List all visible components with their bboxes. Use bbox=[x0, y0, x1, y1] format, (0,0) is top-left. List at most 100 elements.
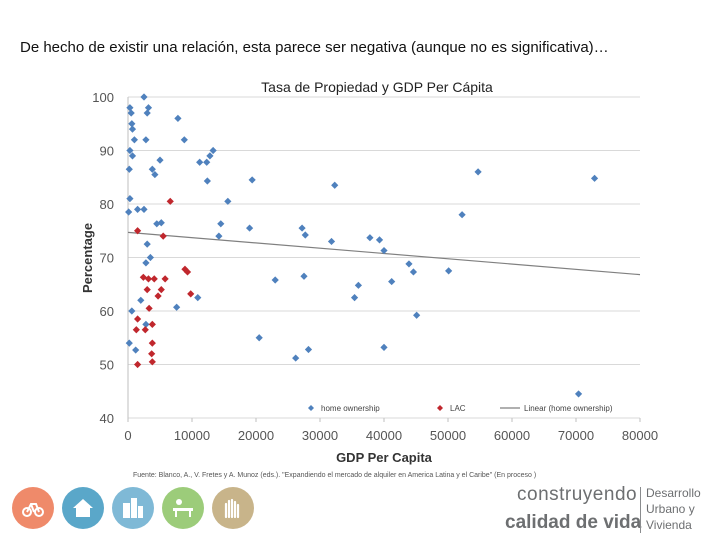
home-ownership-point bbox=[354, 281, 362, 289]
lac-point bbox=[134, 360, 142, 369]
home-ownership-point bbox=[137, 296, 145, 304]
home-ownership-point bbox=[206, 152, 214, 160]
home-ownership-point bbox=[271, 276, 279, 284]
lac-point bbox=[144, 275, 153, 283]
home-ownership-point bbox=[128, 307, 136, 315]
home-ownership-point bbox=[380, 246, 388, 255]
home-ownership-point bbox=[366, 234, 374, 242]
home-ownership-point bbox=[126, 195, 134, 203]
y-tick-label: 80 bbox=[100, 197, 114, 212]
lac-point bbox=[187, 290, 195, 298]
x-axis-label: GDP Per Capita bbox=[336, 450, 433, 465]
home-ownership-point bbox=[125, 208, 133, 216]
home-ownership-point bbox=[128, 120, 136, 128]
lac-point bbox=[148, 339, 156, 347]
lac-point bbox=[161, 275, 169, 283]
lac-point bbox=[183, 268, 192, 276]
x-tick-label: 0 bbox=[124, 428, 131, 443]
lac-point bbox=[157, 286, 165, 294]
home-ownership-point bbox=[215, 232, 223, 240]
source-note: Fuente: Blanco, A., V. Fretes y A. Munoz… bbox=[133, 472, 537, 479]
home-ownership-point bbox=[246, 224, 254, 232]
home-ownership-point bbox=[298, 224, 306, 232]
home-ownership-point bbox=[194, 294, 202, 302]
home-ownership-point bbox=[350, 294, 359, 302]
y-tick-label: 100 bbox=[92, 90, 114, 105]
x-tick-label: 30000 bbox=[302, 428, 338, 443]
brand-line-2: calidad de vida bbox=[505, 512, 642, 533]
brand-division: Desarrollo Urbano y Vivienda bbox=[646, 485, 701, 533]
brand-separator bbox=[640, 487, 641, 533]
brand-division-line-1: Desarrollo bbox=[646, 486, 701, 500]
lac-point bbox=[134, 315, 142, 323]
home-ownership-point bbox=[405, 260, 413, 268]
brand-division-line-3: Vivienda bbox=[646, 518, 692, 532]
home-ownership-point bbox=[143, 240, 151, 248]
x-tick-label: 50000 bbox=[430, 428, 466, 443]
home-ownership-point bbox=[151, 170, 159, 179]
park-bench-icon bbox=[162, 487, 204, 529]
lac-point bbox=[181, 265, 189, 273]
home-ownership-point bbox=[126, 104, 134, 112]
home-ownership-point bbox=[292, 354, 300, 362]
home-ownership-point bbox=[125, 165, 133, 173]
home-ownership-point bbox=[331, 181, 339, 189]
lac-point bbox=[134, 227, 142, 235]
lac-point bbox=[166, 197, 174, 205]
x-tick-label: 10000 bbox=[174, 428, 210, 443]
home-ownership-point bbox=[142, 136, 150, 144]
home-ownership-point bbox=[128, 125, 137, 133]
home-ownership-point bbox=[380, 343, 388, 351]
home-ownership-point bbox=[590, 174, 599, 182]
home-ownership-point bbox=[146, 253, 154, 262]
slide-heading: De hecho de existir una relación, esta p… bbox=[20, 39, 609, 56]
home-ownership-point bbox=[140, 205, 148, 213]
lac-point bbox=[150, 275, 158, 283]
home-ownership-point bbox=[140, 93, 148, 101]
lac-point bbox=[159, 232, 167, 240]
x-tick-label: 40000 bbox=[366, 428, 402, 443]
y-tick-label: 90 bbox=[100, 144, 114, 159]
home-ownership-point bbox=[142, 320, 150, 328]
home-ownership-point bbox=[300, 272, 308, 280]
x-tick-label: 60000 bbox=[494, 428, 530, 443]
legend-lac-marker bbox=[437, 405, 443, 411]
brand-division-line-2: Urbano y bbox=[646, 502, 695, 516]
lac-point bbox=[148, 358, 156, 366]
lac-point bbox=[154, 292, 162, 300]
home-ownership-point bbox=[127, 109, 135, 117]
home-ownership-point bbox=[224, 197, 232, 205]
scatter-chart: Tasa de Propiedad y GDP Per Cápita 40 50 6… bbox=[80, 79, 658, 465]
home-ownership-point bbox=[413, 311, 421, 319]
home-ownership-point bbox=[409, 268, 418, 276]
home-ownership-point bbox=[474, 168, 482, 176]
home-ownership-point bbox=[458, 211, 466, 219]
home-ownership-point bbox=[301, 231, 309, 239]
home-ownership-point bbox=[203, 177, 211, 185]
home-ownership-point bbox=[445, 267, 453, 275]
home-ownership-point bbox=[388, 277, 396, 286]
home-ownership-point bbox=[304, 345, 313, 354]
y-tick-label: 60 bbox=[100, 304, 114, 319]
legend-home-ownership-label: home ownership bbox=[321, 404, 380, 413]
home-ownership-point bbox=[142, 259, 150, 267]
y-tick-label: 40 bbox=[100, 411, 114, 426]
brand-line-1: construyendo bbox=[517, 484, 638, 505]
lac-point bbox=[148, 350, 156, 358]
lac-point bbox=[145, 304, 153, 312]
home-ownership-point bbox=[125, 339, 133, 347]
legend-trendline-label: Linear (home ownership) bbox=[524, 404, 613, 413]
y-axis-label: Percentage bbox=[80, 223, 95, 293]
lac-point bbox=[132, 326, 140, 334]
home-ownership-point bbox=[132, 346, 140, 354]
y-tick-label: 50 bbox=[100, 358, 114, 373]
legend-home-ownership-marker bbox=[308, 405, 314, 411]
chart-title: Tasa de Propiedad y GDP Per Cápita bbox=[261, 79, 493, 95]
bicycle-icon bbox=[12, 487, 54, 529]
lac-point bbox=[143, 286, 151, 294]
home-ownership-point bbox=[148, 165, 156, 173]
home-ownership-point bbox=[327, 237, 336, 246]
home-ownership-point bbox=[130, 136, 138, 144]
home-ownership-point bbox=[217, 220, 225, 228]
home-ownership-point bbox=[248, 176, 256, 184]
